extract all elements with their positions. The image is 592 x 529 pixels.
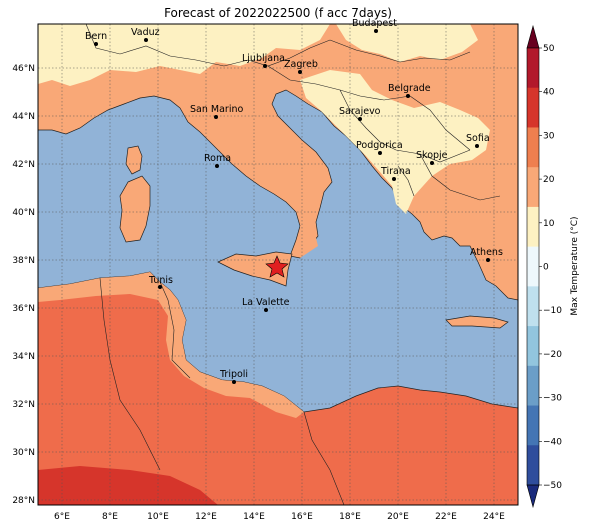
colorbar-segment [527, 48, 539, 89]
city-label: Tripoli [219, 369, 248, 380]
colorbar-tick-label: 50 [543, 44, 555, 54]
colorbar-segment [527, 167, 539, 208]
land-balkan-mild [300, 70, 490, 214]
city-label: Tirana [380, 166, 411, 177]
lat-tick: 46°N [12, 64, 35, 74]
lat-tick: 36°N [12, 304, 35, 314]
city-label: Tunis [148, 275, 173, 286]
colorbar-segment [527, 286, 539, 327]
colorbar-segment [527, 365, 539, 407]
colorbar-tick-label: −40 [543, 437, 562, 447]
lon-tick: 24°E [483, 512, 505, 522]
colorbar-tick-label: −10 [543, 306, 562, 316]
city-label: Zagreb [284, 59, 318, 70]
colorbar-tick-label: 20 [543, 175, 555, 185]
land-africa-hot [38, 466, 218, 505]
colorbar-label: Max Temperature (°C) [570, 216, 580, 315]
lat-tick: 32°N [12, 400, 35, 410]
colorbar-segment [527, 326, 539, 367]
map-area [38, 24, 518, 505]
city-label: Belgrade [388, 83, 431, 94]
city-label: Budapest [352, 18, 397, 29]
colorbar-ticks: 50 40 30 20 10 0 −10 −20 −30 −40 −50 [539, 44, 562, 491]
city-label: San Marino [190, 104, 243, 115]
colorbar-segment [527, 127, 539, 168]
lon-tick: 12°E [195, 512, 217, 522]
land-italy-south [300, 226, 318, 258]
lat-tick: 44°N [12, 112, 35, 122]
lon-tick: 16°E [291, 512, 313, 522]
colorbar-segment [527, 445, 539, 486]
lon-tick: 14°E [243, 512, 265, 522]
land-hungary-mild [336, 24, 478, 62]
map-frame [37, 23, 519, 506]
lat-tick: 38°N [12, 256, 35, 266]
colorbar-top-arrow [526, 24, 540, 49]
red-star-icon [265, 255, 289, 278]
city-label: Ljubljana [242, 53, 285, 64]
colorbar-bottom-arrow [526, 484, 540, 509]
lat-tick: 30°N [12, 448, 35, 458]
colorbar-tick-label: 10 [543, 219, 555, 229]
land-sicily [217, 251, 293, 287]
land-africa-coast [38, 272, 304, 418]
city-layer: Bern Vaduz Ljubljana Zagreb Budapest Bel… [85, 18, 503, 384]
lat-tick: 42°N [12, 160, 35, 170]
colorbar-tick-label: −30 [543, 394, 562, 404]
city-label: Athens [470, 247, 503, 258]
colorbar-tick-label: 30 [543, 131, 555, 141]
lat-tick: 40°N [12, 208, 35, 218]
city-label: Sarajevo [339, 106, 381, 117]
lat-tick: 28°N [12, 496, 35, 506]
city-label: Sofia [466, 133, 490, 144]
colorbar: 50 40 30 20 10 0 −10 −20 −30 −40 −50 Max Temperatu… [526, 24, 580, 509]
lon-tick: 18°E [339, 512, 361, 522]
city-label: Vaduz [131, 27, 160, 38]
land-alps-mild [38, 24, 330, 86]
colorbar-segment [527, 87, 539, 128]
land-europe [38, 24, 518, 301]
country-borders [85, 24, 501, 505]
land-crete [445, 315, 509, 329]
gridlines [38, 24, 518, 505]
city-label: Skopje [416, 150, 448, 161]
colorbar-segment [527, 246, 539, 287]
city-label: La Valette [242, 297, 290, 308]
colorbar-segment [527, 206, 539, 248]
colorbar-segments [527, 48, 539, 486]
lon-axis: 6°E 8°E 10°E 12°E 14°E 16°E 18°E 20°E 22… [54, 512, 505, 522]
lon-tick: 6°E [54, 512, 70, 522]
lat-axis: 46°N 44°N 42°N 40°N 38°N 36°N 34°N 32°N … [12, 64, 35, 506]
lon-tick: 10°E [147, 512, 169, 522]
colorbar-tick-label: −50 [543, 481, 562, 491]
lon-tick: 8°E [102, 512, 118, 522]
map-title: Forecast of 2022022500 (f acc 7days) [164, 6, 392, 20]
colorbar-tick-label: 0 [543, 263, 549, 273]
lon-tick: 20°E [387, 512, 409, 522]
lat-tick: 34°N [12, 352, 35, 362]
colorbar-tick-label: 40 [543, 88, 555, 98]
city-label: Podgorica [356, 140, 403, 151]
city-label: Bern [85, 31, 107, 42]
lon-tick: 22°E [435, 512, 457, 522]
colorbar-tick-label: −20 [543, 350, 562, 360]
city-label: Roma [204, 153, 231, 164]
land-sardinia [119, 175, 151, 243]
colorbar-segment [527, 405, 539, 446]
